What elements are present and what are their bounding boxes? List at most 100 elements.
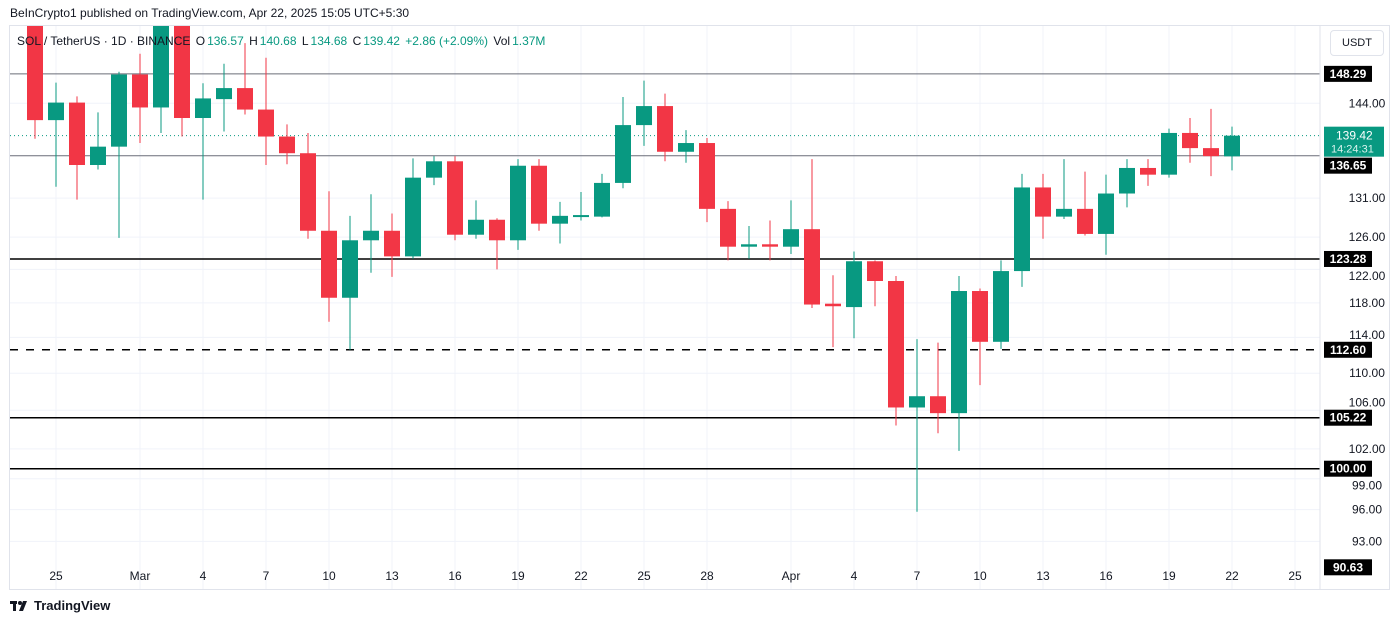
level-badge-bg [1324, 157, 1372, 174]
candle-body-down [888, 280, 904, 408]
candle-body-down [384, 230, 400, 257]
candle-body-down [300, 153, 316, 231]
candle-body-up [909, 396, 925, 408]
y-tick-label: 110.00 [1349, 366, 1385, 380]
candle-body-up [111, 74, 127, 147]
low-badge-bg [1324, 559, 1372, 576]
volume-value: 1.37M [512, 34, 546, 48]
low-label: L [301, 34, 309, 48]
candle-body-down [867, 261, 883, 281]
x-tick-label: 13 [385, 569, 399, 583]
plot-area [10, 26, 1320, 589]
candle-body-down [27, 26, 43, 121]
candle-body-up [678, 143, 694, 152]
candle-body-up [468, 219, 484, 235]
candle-body-up [594, 182, 610, 217]
change-value: +2.86 (+2.09%) [405, 34, 489, 48]
candle-body-up [636, 106, 652, 126]
x-tick-label: 22 [1225, 569, 1239, 583]
candle-body-down [930, 396, 946, 414]
currency-button[interactable]: USDT [1330, 30, 1384, 56]
close-value: 139.42 [363, 34, 400, 48]
candle-body-down [657, 106, 673, 152]
low-value: 134.68 [310, 34, 348, 48]
high-value: 140.68 [259, 34, 297, 48]
candle-body-down [972, 291, 988, 342]
x-tick-label: 4 [851, 569, 858, 583]
symbol-name[interactable]: SOL / TetherUS · 1D · BINANCE [17, 34, 191, 48]
level-badge: 123.28 [1330, 252, 1367, 266]
level-badge: 100.00 [1330, 462, 1367, 476]
x-tick-label: 10 [973, 569, 987, 583]
candle-body-down [447, 161, 463, 235]
candle-body-down [132, 74, 148, 108]
x-tick-label: 4 [200, 569, 207, 583]
candle-body-down [699, 143, 715, 209]
y-tick-label: 99.00 [1352, 479, 1382, 493]
tradingview-footer[interactable]: TradingView [10, 598, 110, 613]
x-tick-label: Apr [782, 569, 801, 583]
candle-body-up [783, 229, 799, 247]
level-badge-bg [1324, 65, 1372, 82]
x-tick-label: 25 [49, 569, 63, 583]
candle-body-up [552, 215, 568, 224]
last-price-label: 139.42 [1336, 129, 1373, 143]
candle-body-down [69, 102, 85, 165]
x-tick-label: 22 [574, 569, 588, 583]
candle-body-down [1182, 132, 1198, 149]
candle-body-down [531, 165, 547, 224]
candle-body-up [195, 98, 211, 119]
publisher-line: BeInCrypto1 published on TradingView.com… [10, 6, 410, 20]
open-value: 136.57 [207, 34, 244, 48]
open-label: O [195, 34, 206, 48]
y-tick-label: 114.00 [1349, 328, 1385, 342]
chart-frame[interactable] [9, 25, 1390, 590]
x-tick-label: 7 [914, 569, 921, 583]
candle-body-up [1056, 208, 1072, 217]
tradingview-logo-icon [10, 600, 27, 611]
candle-body-up [48, 102, 64, 121]
y-tick-label: 122.00 [1349, 269, 1386, 283]
candle-body-down [720, 208, 736, 247]
candle-body-up [510, 165, 526, 241]
candle-body-up [90, 146, 106, 165]
level-badge: 148.29 [1330, 67, 1367, 81]
x-tick-label: 25 [1288, 569, 1302, 583]
candle-body-up [1098, 193, 1114, 234]
candle-body-up [993, 271, 1009, 342]
candle-body-up [405, 177, 421, 257]
candle-body-down [1035, 187, 1051, 217]
candle-body-up [741, 244, 757, 247]
y-tick-label: 106.00 [1349, 396, 1386, 410]
candle-body-down [174, 26, 190, 119]
candle-body-up [1161, 132, 1177, 175]
x-tick-label: 25 [637, 569, 651, 583]
candle-body-down [1140, 167, 1156, 175]
candle-body-up [573, 215, 589, 218]
candle-body-down [1077, 208, 1093, 234]
close-label: C [352, 34, 362, 48]
candle-body-down [321, 230, 337, 298]
x-tick-label: 7 [263, 569, 270, 583]
last-price-badge-bg [1324, 126, 1384, 157]
x-tick-label: 19 [511, 569, 525, 583]
level-badge: 112.60 [1330, 343, 1366, 357]
y-tick-label: 93.00 [1352, 534, 1382, 548]
level-badge-bg [1324, 409, 1372, 426]
level-badge-bg [1324, 460, 1372, 477]
footer-brand: TradingView [34, 598, 111, 613]
level-badge: 105.22 [1330, 411, 1367, 425]
x-tick-label: 19 [1162, 569, 1176, 583]
candle-body-down [258, 109, 274, 137]
x-tick-label: 16 [448, 569, 462, 583]
level-badge-bg [1324, 341, 1372, 358]
candle-body-up [342, 240, 358, 298]
candle-body-up [1119, 167, 1135, 194]
y-tick-label: 102.00 [1349, 442, 1386, 456]
level-badge: 136.65 [1330, 159, 1367, 173]
countdown-label: 14:24:31 [1331, 144, 1374, 156]
y-tick-label: 131.00 [1349, 191, 1386, 205]
candle-body-up [153, 26, 169, 108]
